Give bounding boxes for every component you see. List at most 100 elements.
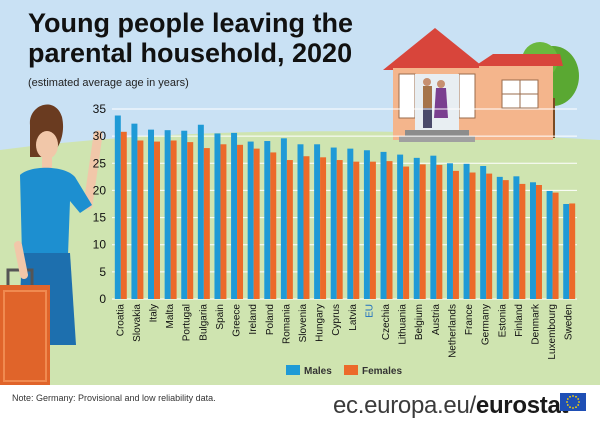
y-tick-label: 20 (93, 183, 107, 197)
bar-males-romania (280, 138, 287, 299)
bar-females-hungary (320, 157, 327, 299)
bar-females-denmark (535, 185, 542, 299)
bar-females-italy (154, 141, 160, 299)
bar-females-belgium (419, 164, 426, 299)
bar-females-germany (486, 173, 493, 299)
bar-males-italy (148, 129, 155, 299)
bar-males-spain (214, 133, 221, 299)
x-tick-label: Lithuania (398, 304, 409, 345)
x-tick-label: Czechia (381, 304, 392, 341)
bar-females-slovenia (303, 156, 310, 299)
bar-males-czechia (380, 151, 387, 299)
house-illustration (383, 28, 579, 142)
bar-males-ireland (247, 141, 254, 299)
x-tick-label: Slovenia (298, 304, 309, 343)
x-tick-label: Latvia (348, 304, 359, 331)
x-tick-label: Bulgaria (198, 304, 209, 341)
x-tick-label: Belgium (414, 304, 425, 340)
bar-females-romania (286, 160, 293, 299)
bar-females-bulgaria (203, 148, 210, 299)
bar-males-poland (264, 141, 271, 299)
x-tick-label: Greece (232, 304, 243, 337)
woman-illustration (0, 104, 103, 385)
bar-males-sweden (563, 204, 570, 299)
footnote: Note: Germany: Provisional and low relia… (12, 393, 216, 403)
bar-males-bulgaria (197, 124, 204, 299)
bar-males-luxembourg (546, 190, 553, 299)
bar-males-france (463, 163, 470, 299)
bar-males-netherlands (446, 163, 453, 299)
x-tick-label: Estonia (497, 304, 508, 338)
x-tick-label: Hungary (315, 304, 326, 342)
bar-females-eu (369, 161, 376, 299)
y-tick-label: 35 (93, 102, 107, 116)
bar-males-hungary (314, 144, 321, 299)
y-tick-label: 30 (93, 129, 107, 143)
bar-females-spain (220, 144, 227, 299)
flag-star (566, 401, 568, 403)
chart-subtitle: (estimated average age in years) (28, 77, 189, 89)
bar-females-lithuania (403, 166, 410, 299)
bar-females-netherlands (452, 170, 459, 299)
bar-females-france (469, 172, 476, 299)
bar-females-austria (436, 164, 443, 299)
y-tick-label: 25 (93, 156, 107, 170)
bar-males-greece (231, 132, 238, 299)
bar-males-finland (513, 176, 520, 299)
eurostat-brand: ec.europa.eu/eurostat (333, 392, 568, 420)
bar-males-latvia (347, 148, 354, 299)
bar-females-czechia (386, 161, 393, 299)
bar-males-cyprus (330, 147, 337, 299)
x-tick-label: Slovakia (132, 304, 143, 342)
flag-star (572, 407, 574, 409)
bar-males-germany (480, 166, 487, 299)
x-tick-label: Denmark (530, 303, 541, 345)
bar-males-belgium (413, 157, 420, 299)
flag-star (575, 395, 577, 398)
bar-females-cyprus (336, 160, 343, 299)
bar-males-slovakia (131, 123, 138, 300)
flag-star (575, 406, 577, 409)
flag-star (569, 406, 571, 409)
bar-males-slovenia (297, 144, 304, 299)
x-tick-label: Ireland (248, 304, 259, 335)
x-tick-label: EU (364, 304, 375, 318)
y-tick-label: 5 (99, 265, 106, 279)
bar-males-malta (164, 130, 171, 299)
x-tick-label: Austria (431, 304, 442, 336)
x-tick-label: Malta (165, 304, 176, 329)
bar-females-latvia (353, 161, 360, 299)
flag-star (577, 398, 580, 400)
bar-females-poland (270, 152, 277, 299)
y-tick-label: 15 (93, 211, 107, 225)
bar-females-estonia (502, 180, 509, 299)
bar-females-greece (237, 144, 244, 299)
flag-star (578, 401, 580, 403)
bar-males-austria (430, 155, 437, 299)
bar-females-slovakia (137, 140, 144, 299)
bar-males-estonia (496, 176, 503, 299)
bar-females-portugal (187, 142, 194, 299)
bar-males-croatia (114, 115, 121, 299)
x-tick-label: Finland (514, 304, 525, 337)
bar-males-eu (363, 150, 370, 299)
bar-males-portugal (181, 130, 188, 299)
y-tick-label: 10 (93, 238, 107, 252)
x-tick-label: Croatia (115, 304, 126, 337)
bar-males-denmark (530, 182, 536, 299)
bar-males-lithuania (397, 154, 404, 299)
bar-females-luxembourg (552, 192, 559, 299)
flag-star (577, 404, 580, 406)
x-tick-label: Romania (281, 304, 292, 344)
eu-flag-icon (560, 393, 586, 411)
bar-chart: 0 5 10 15 20 25 30 35 Croatia Slovakia Italy Malta P… (93, 102, 577, 377)
bar-females-finland (519, 183, 526, 299)
chart-title: Young people leaving the parental househ… (28, 8, 354, 68)
flag-star (566, 404, 569, 406)
x-tick-label: Cyprus (331, 304, 342, 336)
legend-label-males: Males (304, 366, 332, 377)
brand-url-prefix: ec.europa.eu/ (333, 392, 476, 419)
x-tick-label: Portugal (182, 304, 193, 341)
brand-name: eurostat (475, 392, 569, 419)
x-tick-label: Luxembourg (547, 304, 558, 360)
